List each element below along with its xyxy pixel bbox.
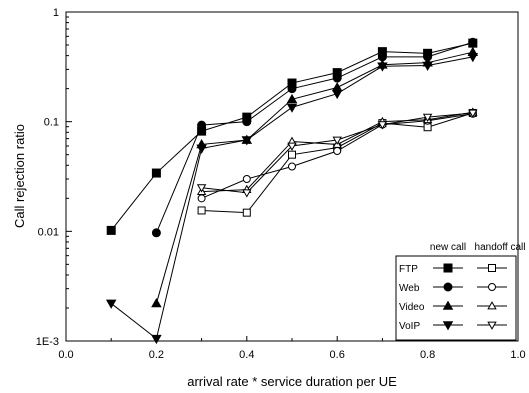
data-point-web-handoff-call: [288, 162, 296, 171]
legend-marker-filled: [443, 263, 453, 273]
y-tick-label: 1: [53, 7, 59, 19]
data-point-voip-new-call: [286, 103, 298, 113]
data-point-voip-new-call: [105, 299, 117, 309]
x-tick-label: 1.0: [510, 349, 525, 361]
x-tick-label: 0.6: [330, 349, 345, 361]
data-point-voip-handoff-call: [242, 189, 252, 198]
data-point-voip-handoff-call: [196, 184, 207, 193]
legend-marker-filled: [443, 282, 453, 292]
data-point-voip-handoff-call: [332, 136, 342, 145]
data-point-voip-new-call: [196, 144, 207, 154]
data-point-voip-new-call: [467, 53, 479, 63]
legend-header-new-call: new call: [430, 242, 466, 253]
legend-label: Web: [399, 283, 420, 294]
data-point-voip-new-call: [151, 334, 162, 345]
data-point-ftp-new-call: [106, 225, 116, 235]
data-point-voip-handoff-call: [377, 121, 388, 130]
legend-label: FTP: [399, 264, 418, 275]
x-tick-label: 0.8: [420, 349, 435, 361]
y-tick-label: 0.01: [38, 226, 59, 238]
series-web-new-call: [151, 37, 478, 238]
y-tick-label: 0.1: [44, 117, 59, 129]
data-point-web-new-call: [151, 228, 161, 238]
data-point-web-new-call: [468, 37, 478, 47]
legend-marker-hollow: [487, 301, 497, 310]
data-point-voip-new-call: [422, 61, 433, 71]
data-point-voip-new-call: [241, 136, 253, 146]
data-point-web-handoff-call: [333, 147, 342, 156]
series-layer: [105, 37, 479, 345]
data-point-video-new-call: [331, 82, 343, 92]
data-point-video-new-call: [151, 298, 162, 308]
y-tick-label: 1E-3: [36, 336, 59, 348]
x-tick-label: 0.0: [58, 349, 73, 361]
y-axis-title: Call rejection ratio: [12, 124, 27, 228]
data-point-web-new-call: [197, 120, 207, 130]
series-voip-handoff-call: [196, 109, 478, 198]
series-ftp-handoff-call: [197, 108, 477, 217]
legend-marker-filled: [442, 321, 454, 331]
series-line-web-new-call: [155, 41, 473, 233]
data-point-ftp-handoff-call: [423, 123, 432, 132]
data-point-web-new-call: [242, 117, 252, 127]
legend-marker-hollow: [488, 283, 496, 291]
data-point-web-new-call: [332, 73, 342, 83]
axis-ticks: 0.0 0.2 0.4 0.6 0.8 1.0 1E-3 0.01 0.1 1: [36, 7, 526, 361]
series-voip-new-call: [105, 53, 479, 345]
legend-label: VoIP: [399, 321, 420, 332]
data-point-voip-handoff-call: [422, 113, 433, 122]
data-point-ftp-handoff-call: [197, 206, 206, 215]
data-point-voip-handoff-call: [287, 142, 297, 151]
series-line-web-handoff-call: [201, 113, 473, 199]
series-web-handoff-call: [197, 109, 477, 203]
data-point-web-handoff-call: [197, 194, 206, 203]
legend-marker-hollow: [488, 264, 496, 272]
legend-marker-hollow: [487, 321, 497, 330]
legend: new call handoff call FTP Web Video VoIP: [395, 242, 526, 341]
legend-marker-filled: [442, 300, 454, 310]
x-axis-title: arrival rate * service duration per UE: [187, 374, 397, 389]
x-tick-label: 0.2: [149, 349, 164, 361]
x-tick-label: 0.4: [239, 349, 254, 361]
data-point-video-new-call: [286, 93, 298, 104]
series-line-ftp-handoff-call: [201, 112, 473, 214]
data-point-ftp-new-call: [151, 168, 161, 178]
data-point-voip-handoff-call: [468, 109, 478, 118]
data-point-voip-new-call: [331, 89, 343, 100]
legend-header-handoff-call: handoff call: [475, 242, 526, 253]
data-point-voip-new-call: [377, 62, 388, 72]
data-point-ftp-handoff-call: [288, 150, 296, 159]
data-point-ftp-handoff-call: [242, 208, 251, 217]
data-point-web-new-call: [287, 84, 297, 94]
series-line-video-new-call: [155, 51, 473, 304]
data-point-web-handoff-call: [242, 175, 251, 184]
legend-label: Video: [399, 302, 425, 313]
